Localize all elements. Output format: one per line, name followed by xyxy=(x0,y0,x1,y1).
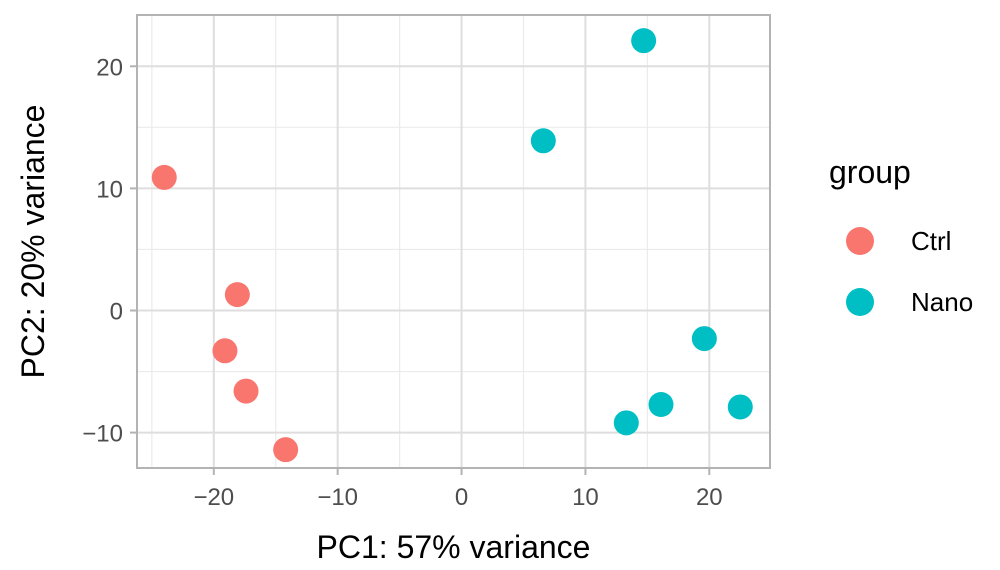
data-point-ctrl xyxy=(224,282,250,308)
legend-item-nano: Nano xyxy=(846,287,973,317)
legend-title: group xyxy=(829,154,911,190)
data-point-nano xyxy=(727,394,753,420)
x-tick-label: −20 xyxy=(193,484,234,511)
data-points xyxy=(151,28,753,463)
data-point-nano xyxy=(631,28,657,54)
major-gridlines xyxy=(137,15,770,468)
y-axis: −10 0 10 20 xyxy=(82,54,137,448)
legend: group Ctrl Nano xyxy=(829,154,973,317)
data-point-ctrl xyxy=(233,378,259,404)
y-axis-title: PC2: 20% variance xyxy=(15,105,51,379)
data-point-ctrl xyxy=(273,437,299,463)
minor-gridlines xyxy=(137,15,770,468)
data-point-nano xyxy=(648,392,674,418)
legend-key-ctrl-icon xyxy=(846,227,874,255)
x-tick-label: 0 xyxy=(455,484,468,511)
data-point-nano xyxy=(613,410,639,436)
panel-border xyxy=(136,14,771,469)
data-point-ctrl xyxy=(151,164,177,190)
legend-label-nano: Nano xyxy=(911,287,973,317)
x-tick-label: 20 xyxy=(696,484,723,511)
data-point-ctrl xyxy=(212,338,238,364)
x-axis-title: PC1: 57% variance xyxy=(317,529,591,565)
x-tick-label: −10 xyxy=(317,484,358,511)
data-point-nano xyxy=(530,128,556,154)
legend-key-nano-icon xyxy=(846,288,874,316)
y-tick-label: 10 xyxy=(96,176,123,203)
x-tick-label: 10 xyxy=(572,484,599,511)
x-axis: −20 −10 0 10 20 xyxy=(193,468,723,511)
y-tick-label: 20 xyxy=(96,54,123,81)
legend-label-ctrl: Ctrl xyxy=(911,226,951,256)
y-tick-label: 0 xyxy=(110,298,123,325)
legend-item-ctrl: Ctrl xyxy=(846,226,951,256)
plot-panel xyxy=(136,14,771,469)
y-tick-label: −10 xyxy=(82,421,123,448)
data-point-nano xyxy=(691,326,717,352)
panel-background xyxy=(137,15,770,468)
